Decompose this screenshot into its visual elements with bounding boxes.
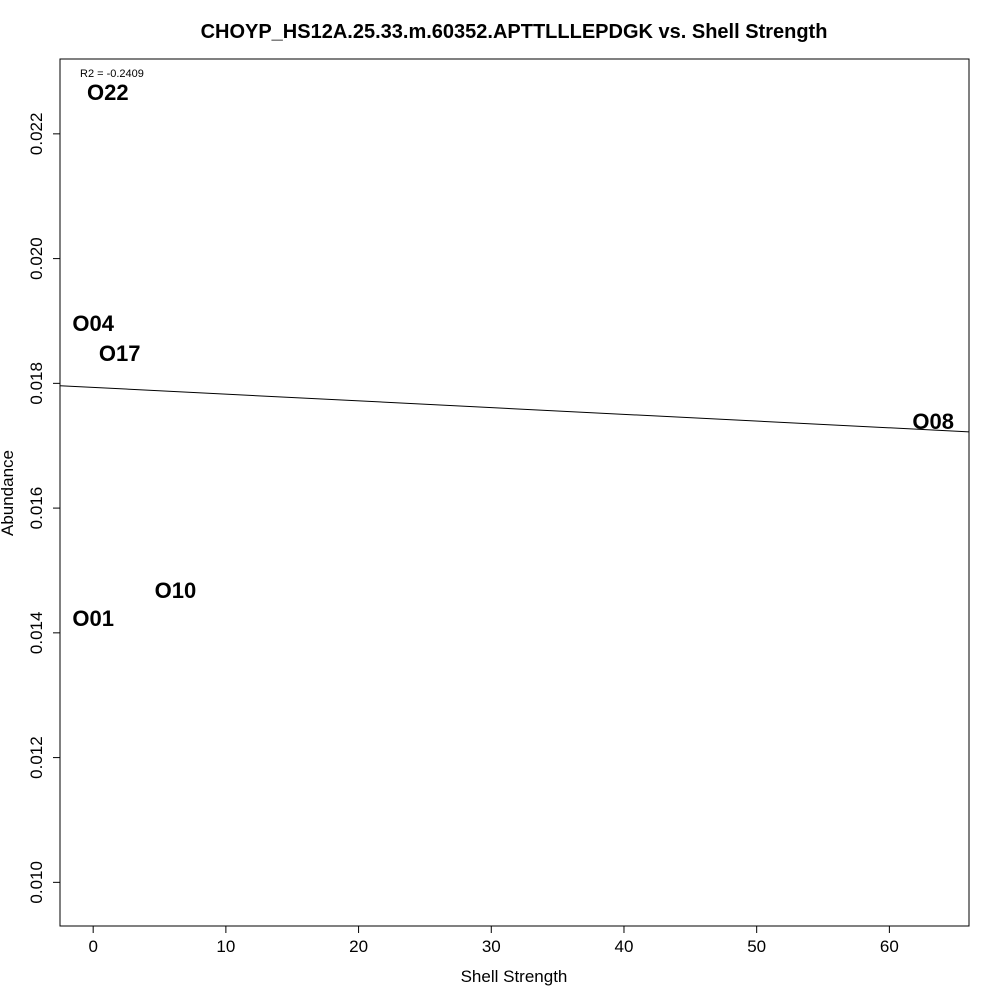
regression-line [59, 385, 970, 433]
x-tick-label: 0 [88, 937, 97, 956]
r2-annotation: R2 = -0.2409 [80, 68, 144, 80]
y-tick-label: 0.012 [27, 736, 46, 779]
y-tick-label: 0.020 [27, 237, 46, 280]
x-tick-label: 60 [880, 937, 899, 956]
point-label-o01: O01 [72, 606, 114, 631]
x-axis-label: Shell Strength [461, 967, 568, 986]
data-points: O22 O04 O17 O08 O10 O01 [72, 80, 954, 631]
point-label-o10: O10 [155, 578, 197, 603]
y-tick-label: 0.022 [27, 113, 46, 156]
x-tick-label: 50 [747, 937, 766, 956]
x-tick-label: 40 [615, 937, 634, 956]
chart-title: CHOYP_HS12A.25.33.m.60352.APTTLLLEPDGK v… [201, 21, 828, 43]
plot-frame [59, 58, 970, 927]
point-label-o04: O04 [72, 311, 114, 336]
point-label-o17: O17 [99, 341, 141, 366]
point-label-o08: O08 [912, 409, 954, 434]
point-label-o22: O22 [87, 80, 129, 105]
y-tick-label: 0.010 [27, 861, 46, 904]
y-axis: 0.010 0.012 0.014 0.016 0.018 0.020 0.022 [27, 113, 61, 904]
y-tick-label: 0.014 [27, 612, 46, 655]
x-axis: 0 10 20 30 40 50 60 [88, 925, 899, 956]
x-tick-label: 20 [349, 937, 368, 956]
x-tick-label: 10 [216, 937, 235, 956]
y-tick-label: 0.018 [27, 362, 46, 405]
y-axis-label: Abundance [0, 450, 17, 536]
x-tick-label: 30 [482, 937, 501, 956]
y-tick-label: 0.016 [27, 487, 46, 530]
regression-line-group [59, 385, 970, 433]
